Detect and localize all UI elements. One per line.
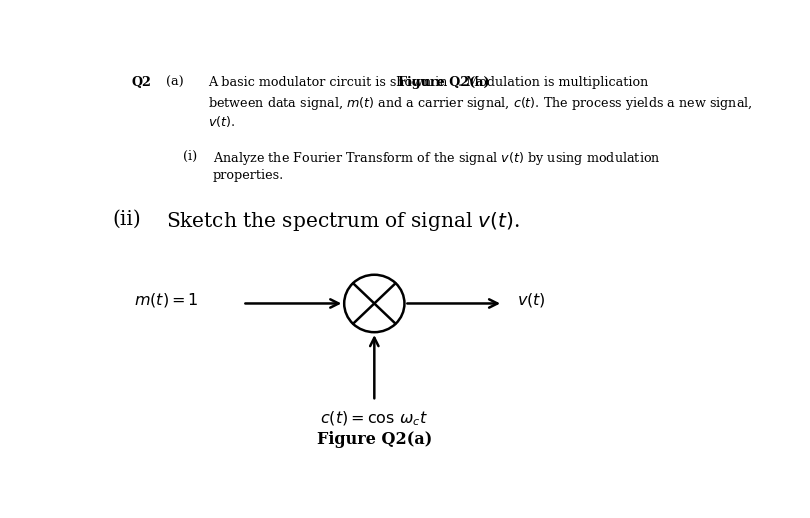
Text: Figure Q2(a): Figure Q2(a) — [317, 431, 432, 448]
Text: Sketch the spectrum of signal $v(t)$.: Sketch the spectrum of signal $v(t)$. — [166, 210, 520, 233]
Text: $v(t)$: $v(t)$ — [517, 291, 546, 309]
Text: (i): (i) — [183, 150, 197, 163]
Text: Analyze the Fourier Transform of the signal $v(t)$ by using modulation: Analyze the Fourier Transform of the sig… — [213, 150, 661, 167]
Text: between data signal, $m(t)$ and a carrier signal, $c(t)$. The process yields a n: between data signal, $m(t)$ and a carrie… — [208, 95, 752, 112]
Text: $m(t) = 1$: $m(t) = 1$ — [134, 291, 198, 309]
Text: Figure Q2(a): Figure Q2(a) — [398, 76, 489, 89]
Text: $v(t)$.: $v(t)$. — [208, 114, 236, 130]
Text: Q2: Q2 — [131, 76, 151, 89]
Text: properties.: properties. — [213, 169, 284, 182]
Text: $c(t) = \cos\,\omega_c t$: $c(t) = \cos\,\omega_c t$ — [320, 410, 428, 428]
Text: (a): (a) — [166, 76, 184, 89]
Text: (ii): (ii) — [113, 210, 141, 229]
Text: A basic modulator circuit is shown in: A basic modulator circuit is shown in — [208, 76, 451, 89]
Text: . Modulation is multiplication: . Modulation is multiplication — [458, 76, 648, 89]
